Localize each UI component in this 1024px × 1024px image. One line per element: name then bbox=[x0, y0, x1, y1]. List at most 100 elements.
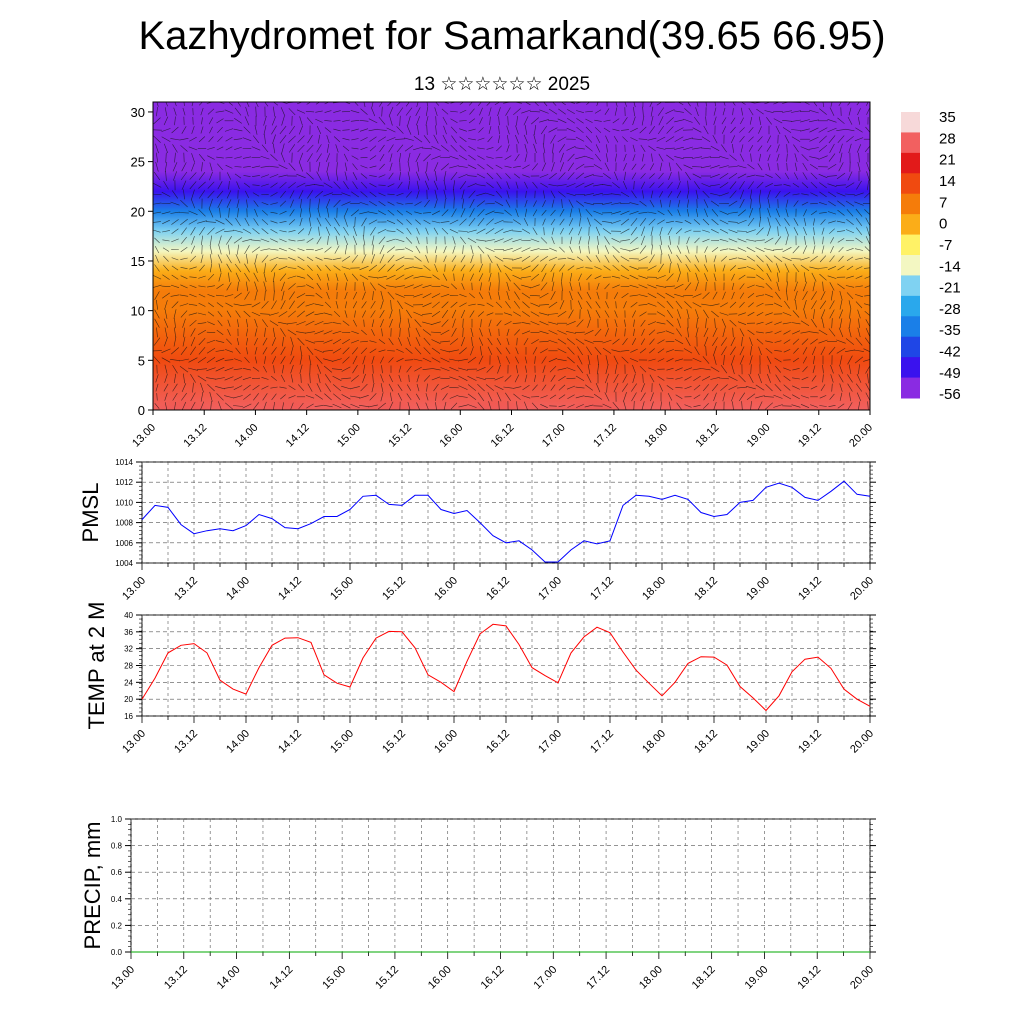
wind-arrow bbox=[606, 382, 608, 393]
wind-arrow bbox=[588, 245, 590, 254]
wind-arrow bbox=[415, 393, 421, 400]
wind-arrow bbox=[395, 285, 405, 288]
wind-arrow bbox=[622, 136, 628, 143]
wind-arrow bbox=[297, 248, 305, 251]
wind-arrow bbox=[548, 108, 558, 115]
wind-arrow bbox=[686, 208, 690, 217]
wind-arrow bbox=[234, 263, 242, 273]
wind-arrow bbox=[534, 374, 536, 383]
wind-arrow bbox=[557, 258, 567, 260]
wind-arrow bbox=[217, 254, 223, 264]
wind-arrow bbox=[344, 273, 348, 282]
x-tick-label: 14.12 bbox=[268, 964, 296, 992]
wind-arrow bbox=[156, 152, 158, 163]
wind-arrow bbox=[730, 117, 736, 125]
wind-arrow bbox=[415, 153, 421, 163]
wind-arrow bbox=[200, 107, 204, 116]
wind-arrow bbox=[633, 400, 635, 410]
wind-arrow bbox=[677, 263, 681, 273]
wind-arrow bbox=[584, 166, 594, 168]
wind-arrow bbox=[324, 127, 332, 133]
wind-arrow bbox=[666, 126, 674, 134]
wind-arrow bbox=[269, 166, 279, 168]
wind-arrow bbox=[209, 254, 213, 264]
wind-arrow bbox=[550, 374, 556, 382]
wind-arrow bbox=[431, 155, 441, 160]
wind-arrow bbox=[736, 386, 748, 389]
colorbar-label: -42 bbox=[939, 344, 961, 361]
wind-arrow bbox=[820, 384, 826, 391]
wind-arrow bbox=[648, 329, 656, 336]
wind-arrow bbox=[359, 395, 369, 399]
wind-arrow bbox=[350, 120, 360, 122]
wind-arrow bbox=[719, 155, 729, 160]
wind-arrow bbox=[548, 127, 558, 133]
wind-arrow bbox=[161, 348, 171, 353]
wind-arrow bbox=[224, 128, 234, 132]
wind-arrow bbox=[153, 284, 162, 288]
wind-arrow bbox=[721, 144, 727, 153]
wind-arrow bbox=[154, 291, 160, 300]
wind-arrow bbox=[414, 211, 422, 215]
wind-arrow bbox=[271, 393, 277, 401]
wind-arrow bbox=[332, 358, 342, 362]
wind-arrow bbox=[323, 339, 333, 344]
wind-arrow bbox=[459, 218, 467, 226]
wind-arrow bbox=[264, 356, 266, 364]
wind-arrow bbox=[270, 264, 278, 272]
wind-arrow bbox=[344, 171, 348, 181]
wind-arrow bbox=[647, 293, 657, 299]
wind-arrow bbox=[810, 192, 818, 197]
wind-arrow bbox=[254, 253, 258, 264]
wind-arrow bbox=[431, 347, 441, 354]
wind-arrow bbox=[415, 107, 421, 116]
wind-arrow bbox=[666, 319, 674, 327]
wind-arrow bbox=[371, 328, 375, 336]
wind-arrow bbox=[387, 201, 395, 206]
wind-arrow bbox=[666, 358, 674, 362]
wind-arrow bbox=[674, 283, 684, 289]
wind-arrow bbox=[189, 136, 197, 142]
x-tick-label: 15.00 bbox=[328, 728, 356, 756]
wind-arrow bbox=[262, 210, 268, 216]
wind-arrow bbox=[515, 356, 519, 364]
wind-arrow bbox=[434, 264, 438, 272]
wind-arrow bbox=[181, 236, 187, 244]
wind-arrow bbox=[525, 208, 527, 217]
wind-arrow bbox=[548, 357, 558, 363]
wind-arrow bbox=[278, 164, 288, 170]
wind-arrow bbox=[756, 108, 764, 115]
wind-arrow bbox=[379, 144, 385, 153]
wind-arrow bbox=[749, 189, 753, 200]
wind-arrow bbox=[648, 126, 656, 134]
wind-arrow bbox=[793, 200, 799, 207]
wind-arrow bbox=[558, 108, 566, 115]
wind-arrow bbox=[336, 162, 338, 172]
wind-arrow bbox=[450, 402, 458, 410]
wind-arrow bbox=[242, 403, 252, 409]
wind-arrow bbox=[540, 282, 548, 291]
wind-arrow bbox=[200, 254, 204, 264]
wind-arrow bbox=[576, 365, 584, 374]
wind-arrow bbox=[551, 162, 555, 172]
wind-arrow bbox=[542, 365, 546, 373]
wind-arrow bbox=[372, 244, 374, 255]
wind-arrow bbox=[602, 193, 612, 196]
wind-arrow bbox=[200, 401, 205, 410]
wind-arrow bbox=[153, 202, 162, 205]
wind-arrow bbox=[767, 364, 771, 374]
wind-arrow bbox=[370, 107, 376, 117]
wind-arrow bbox=[773, 404, 783, 408]
wind-arrow bbox=[576, 110, 584, 113]
wind-arrow bbox=[341, 192, 351, 197]
wind-arrow bbox=[685, 337, 691, 346]
wind-arrow bbox=[863, 348, 870, 353]
wind-arrow bbox=[567, 404, 575, 408]
colorbar-label: -14 bbox=[939, 258, 961, 275]
wind-arrow bbox=[297, 228, 305, 235]
wind-arrow bbox=[513, 219, 521, 225]
wind-arrow bbox=[504, 321, 512, 326]
colorbar-swatch bbox=[901, 234, 920, 256]
wind-arrow bbox=[170, 201, 180, 206]
wind-arrow bbox=[819, 273, 827, 281]
